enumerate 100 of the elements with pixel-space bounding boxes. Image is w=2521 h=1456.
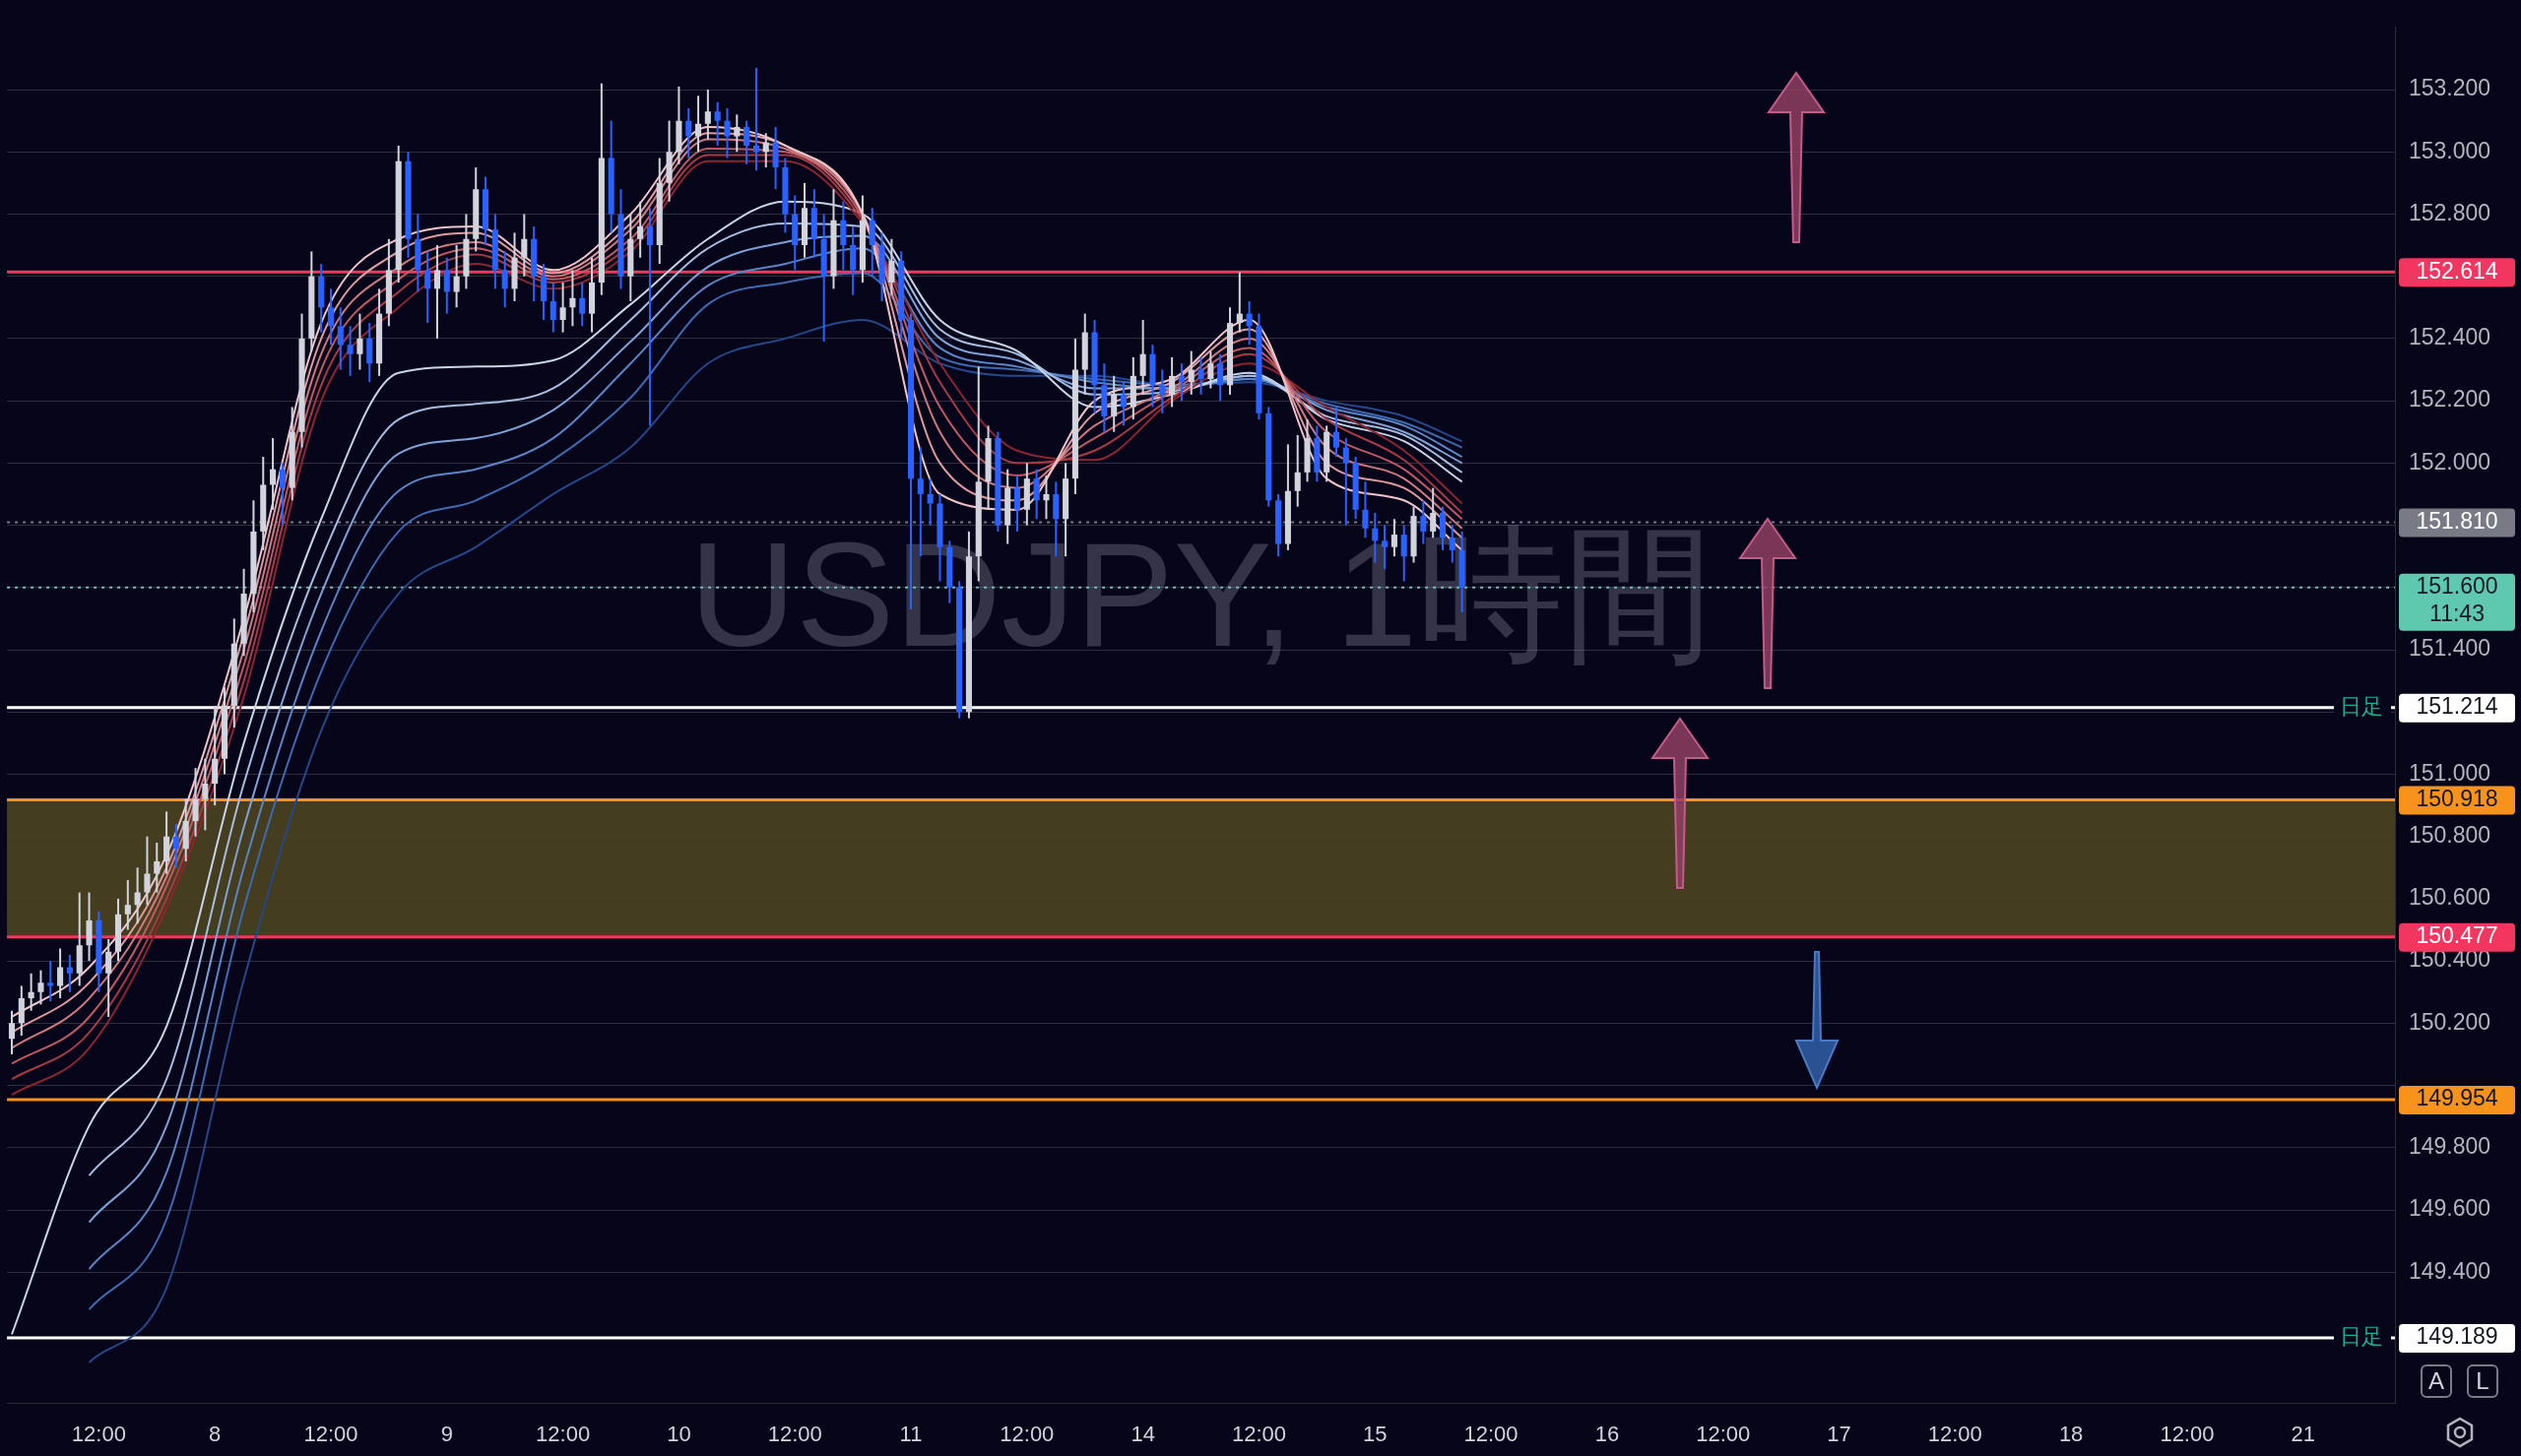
x-tick-label: 12:00 xyxy=(767,1422,822,1447)
x-tick-label: 17 xyxy=(1827,1422,1851,1447)
candlestick xyxy=(66,953,73,993)
y-tick-label: 151.400 xyxy=(2409,635,2491,662)
candlestick xyxy=(443,256,450,315)
candlestick xyxy=(453,244,460,309)
y-tick-label: 149.600 xyxy=(2409,1195,2491,1222)
candlestick xyxy=(337,306,344,371)
y-tick-label: 152.200 xyxy=(2409,386,2491,412)
ref-line-label: 149.189 xyxy=(2416,1323,2498,1350)
candlestick xyxy=(105,938,112,1019)
candlestick xyxy=(57,947,64,1000)
y-tick-label: 149.800 xyxy=(2409,1133,2491,1160)
candlestick xyxy=(734,113,741,154)
candlestick xyxy=(724,106,731,159)
ref-line-label: 152.614 xyxy=(2416,257,2498,284)
x-tick-label: 12:00 xyxy=(2160,1422,2215,1447)
candlestick xyxy=(714,100,721,147)
candlestick xyxy=(1188,349,1195,396)
x-tick-label: 14 xyxy=(1131,1422,1155,1447)
toggle-button: L xyxy=(2467,1364,2498,1398)
x-tick-label: 15 xyxy=(1363,1422,1388,1447)
x-tick-label: 9 xyxy=(440,1422,453,1447)
candlestick xyxy=(47,960,54,1003)
candlestick xyxy=(154,842,161,894)
candlestick xyxy=(1120,381,1128,427)
candlestick xyxy=(695,95,702,154)
candlestick xyxy=(433,244,441,340)
x-tick-label: 11 xyxy=(899,1422,923,1447)
candlestick xyxy=(192,767,199,838)
ref-line-label: 150.918 xyxy=(2416,785,2498,811)
candlestick xyxy=(172,823,179,869)
candlestick xyxy=(8,1009,16,1055)
candlestick xyxy=(637,200,644,259)
candlestick xyxy=(202,757,209,832)
y-tick-label: 153.200 xyxy=(2409,75,2491,101)
candlestick xyxy=(646,207,653,427)
candlestick xyxy=(569,269,576,328)
candlestick xyxy=(1420,499,1427,545)
annotation: 日足 xyxy=(2340,1324,2383,1349)
x-tick-label: 12:00 xyxy=(1000,1422,1055,1447)
x-tick-label: 12:00 xyxy=(1696,1422,1751,1447)
x-tick-label: 12:00 xyxy=(536,1422,591,1447)
candlestick xyxy=(279,462,286,527)
candlestick xyxy=(356,312,363,371)
annotation: 日足 xyxy=(2340,693,2383,719)
x-tick-label: 18 xyxy=(2058,1422,2084,1447)
candlestick xyxy=(752,66,759,172)
y-tick-label: 152.000 xyxy=(2409,448,2491,475)
candlestick xyxy=(1111,374,1118,433)
candlestick xyxy=(1043,475,1050,521)
candlestick xyxy=(144,835,151,907)
x-tick-label: 12:00 xyxy=(71,1422,126,1447)
toggle-button: A xyxy=(2421,1364,2452,1398)
y-tick-label: 150.600 xyxy=(2409,884,2491,911)
y-tick-label: 150.800 xyxy=(2409,822,2491,849)
candlestick xyxy=(1294,433,1301,508)
candlestick xyxy=(424,250,431,325)
candlestick xyxy=(1207,349,1214,390)
candlestick xyxy=(888,237,895,296)
candlestick xyxy=(1033,468,1040,521)
ref-line-label: 149.954 xyxy=(2416,1085,2498,1111)
candlestick xyxy=(762,132,769,169)
candlestick xyxy=(1139,318,1146,396)
candlestick xyxy=(1159,368,1166,414)
y-tick-label: 152.400 xyxy=(2409,324,2491,350)
ref-line-label: 151.810 xyxy=(2416,507,2498,534)
y-tick-label: 152.800 xyxy=(2409,199,2491,225)
candlestick xyxy=(1178,362,1185,403)
y-tick-label: 149.400 xyxy=(2409,1257,2491,1284)
candlestick xyxy=(1217,352,1224,403)
candlestick xyxy=(124,878,131,931)
x-tick-label: 21 xyxy=(2291,1422,2315,1447)
y-tick-label: 153.000 xyxy=(2409,137,2491,163)
candlestick xyxy=(327,287,335,347)
candlestick xyxy=(559,282,566,334)
x-tick-label: 16 xyxy=(1594,1422,1620,1447)
candlestick xyxy=(1236,271,1243,334)
ref-line-label: 150.477 xyxy=(2416,922,2498,949)
candlestick xyxy=(704,89,711,141)
candlestick xyxy=(685,106,692,159)
candlestick xyxy=(28,972,34,1012)
y-tick-label: 150.200 xyxy=(2409,1008,2491,1035)
ref-line-label: 151.214 xyxy=(2416,693,2498,720)
candlestick xyxy=(1197,355,1204,396)
candlestick xyxy=(521,213,528,278)
candlestick xyxy=(1169,355,1176,409)
x-tick-label: 8 xyxy=(209,1422,222,1447)
y-tick-label: 151.000 xyxy=(2409,759,2491,786)
candlestick xyxy=(1362,480,1369,539)
x-tick-label: 12:00 xyxy=(1231,1422,1286,1447)
x-tick-label: 12:00 xyxy=(1463,1422,1519,1447)
x-tick-label: 10 xyxy=(667,1422,691,1447)
candlestick xyxy=(743,119,750,165)
candlestick xyxy=(270,437,277,511)
candlestick xyxy=(134,866,141,925)
candlestick xyxy=(579,282,586,328)
candlestick xyxy=(37,969,44,1006)
x-tick-label: 12:00 xyxy=(303,1422,358,1447)
candlestick xyxy=(1342,437,1349,527)
